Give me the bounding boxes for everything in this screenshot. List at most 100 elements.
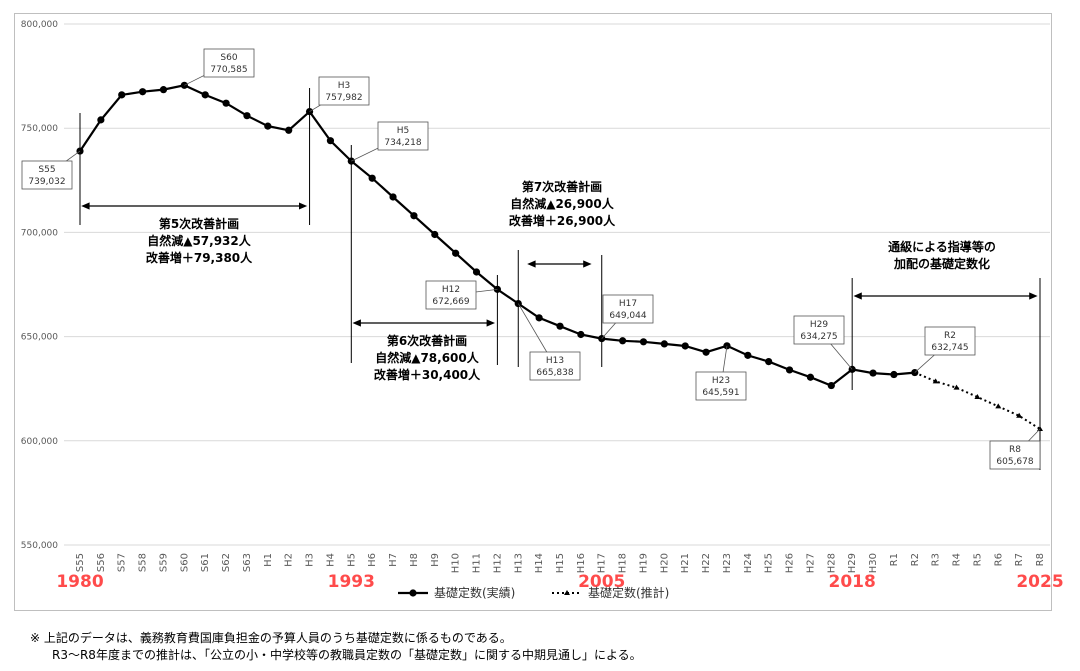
footnote-line-1: ※ 上記のデータは、義務教育費国庫負担金の予算人員のうち基礎定数に係るものである… xyxy=(30,631,512,645)
callout-box xyxy=(695,371,747,401)
plan-text: 第5次改善計画 xyxy=(159,216,239,231)
x-tick-label: H27 xyxy=(805,553,816,573)
x-tick-label: H24 xyxy=(743,553,754,573)
plan-text: 自然減▲26,900人 xyxy=(510,196,615,211)
forecast-data-point xyxy=(974,394,981,400)
x-tick-label: H16 xyxy=(576,553,587,573)
y-tick-label: 700,000 xyxy=(21,228,58,238)
actual-data-point xyxy=(180,81,188,89)
callout-value: 665,838 xyxy=(536,368,573,378)
x-tick-label: H25 xyxy=(764,553,775,573)
x-tick-label: H23 xyxy=(722,553,733,573)
x-tick-label: R4 xyxy=(952,553,963,566)
actual-data-point xyxy=(702,348,710,356)
x-tick-label: H4 xyxy=(325,553,336,567)
y-tick-label: 650,000 xyxy=(21,333,58,343)
callout-box xyxy=(377,121,429,151)
callout-box xyxy=(989,440,1041,470)
x-tick-label: H8 xyxy=(409,553,420,567)
actual-data-point xyxy=(139,88,147,96)
x-tick-label: H26 xyxy=(785,553,796,573)
x-tick-label: H11 xyxy=(472,553,483,573)
x-tick-label: H21 xyxy=(680,553,691,573)
x-tick-label: H14 xyxy=(534,553,545,573)
callout-value: 645,591 xyxy=(702,388,739,398)
actual-data-point xyxy=(744,351,752,359)
legend-actual-label: 基礎定数(実績) xyxy=(434,585,515,600)
actual-data-point xyxy=(660,340,668,348)
plan-text: 自然減▲78,600人 xyxy=(375,350,480,365)
actual-data-point xyxy=(681,342,689,350)
actual-data-point xyxy=(577,330,585,339)
callout-name: S60 xyxy=(220,53,237,63)
legend-forecast-marker xyxy=(564,590,570,595)
x-tick-label: S58 xyxy=(138,553,149,572)
callout-name: H12 xyxy=(442,285,460,295)
callout-name: R2 xyxy=(944,331,956,341)
x-tick-label: R6 xyxy=(993,553,1004,566)
actual-data-point xyxy=(368,174,376,182)
x-tick-label: H3 xyxy=(305,553,316,567)
forecast-series-line xyxy=(914,371,1041,430)
x-tick-label: R8 xyxy=(1035,553,1046,566)
x-tick-label: S63 xyxy=(242,553,253,572)
actual-data-point xyxy=(639,338,648,346)
callout-name: S55 xyxy=(38,165,55,175)
x-tick-label: R7 xyxy=(1014,553,1025,566)
x-tick-label: H1 xyxy=(263,553,274,567)
x-tick-label: S57 xyxy=(117,553,128,572)
plan-text: 改善増＋79,380人 xyxy=(146,250,253,265)
x-tick-label: H12 xyxy=(492,553,503,573)
x-tick-label: H15 xyxy=(555,553,566,573)
footnote: ※ 上記のデータは、義務教育費国庫負担金の予算人員のうち基礎定数に係るものである… xyxy=(30,630,642,664)
callout-name: H13 xyxy=(546,356,564,366)
actual-data-point xyxy=(619,337,627,345)
forecast-data-point xyxy=(1016,412,1023,418)
actual-data-point xyxy=(97,116,105,124)
x-tick-label: H18 xyxy=(618,553,629,573)
callout-name: H23 xyxy=(712,376,730,386)
actual-data-point xyxy=(869,369,877,377)
callout-box xyxy=(924,326,976,356)
plan-text: 自然減▲57,932人 xyxy=(147,233,252,248)
x-tick-label: H30 xyxy=(868,553,879,573)
actual-data-point xyxy=(264,122,272,130)
callout-value: 605,678 xyxy=(996,457,1033,467)
chart-frame xyxy=(14,13,1052,611)
x-tick-label: H6 xyxy=(367,553,378,567)
actual-data-point xyxy=(431,230,439,239)
callout-name: R8 xyxy=(1009,445,1021,455)
year-label: 1993 xyxy=(328,572,375,592)
year-label: 1980 xyxy=(56,572,103,592)
x-tick-label: S61 xyxy=(200,553,211,572)
callout-box xyxy=(425,280,477,310)
callout-box xyxy=(21,160,73,190)
plan-text: 加配の基礎定数化 xyxy=(893,256,990,271)
callout-box xyxy=(203,48,255,78)
callout-name: H17 xyxy=(619,299,637,309)
plan-text: 改善増＋30,400人 xyxy=(374,367,481,382)
x-tick-label: H10 xyxy=(451,553,462,573)
callout-value: 757,982 xyxy=(325,93,362,103)
callout-box xyxy=(318,76,370,106)
x-tick-label: H17 xyxy=(597,553,608,573)
forecast-data-point xyxy=(953,384,960,390)
x-tick-label: R5 xyxy=(972,553,983,566)
legend-forecast-label: 基礎定数(推計) xyxy=(588,585,669,600)
x-tick-label: H5 xyxy=(346,553,357,567)
y-tick-label: 600,000 xyxy=(21,437,58,447)
x-tick-label: R2 xyxy=(910,553,921,566)
actual-data-point xyxy=(389,193,397,201)
plan-text: 改善増＋26,900人 xyxy=(509,213,616,228)
year-label: 2005 xyxy=(578,572,625,592)
callout-value: 672,669 xyxy=(432,297,469,307)
callout-value: 734,218 xyxy=(384,138,421,148)
actual-data-point xyxy=(765,358,773,366)
actual-data-point xyxy=(890,370,898,379)
x-tick-label: S59 xyxy=(158,553,169,572)
footnote-line-2: R3～R8年度までの推計は、「公立の小・中学校等の教職員定数の「基礎定数」に関す… xyxy=(52,648,642,662)
actual-data-point xyxy=(806,373,815,381)
x-tick-label: R1 xyxy=(889,553,900,566)
callout-box xyxy=(793,315,845,345)
